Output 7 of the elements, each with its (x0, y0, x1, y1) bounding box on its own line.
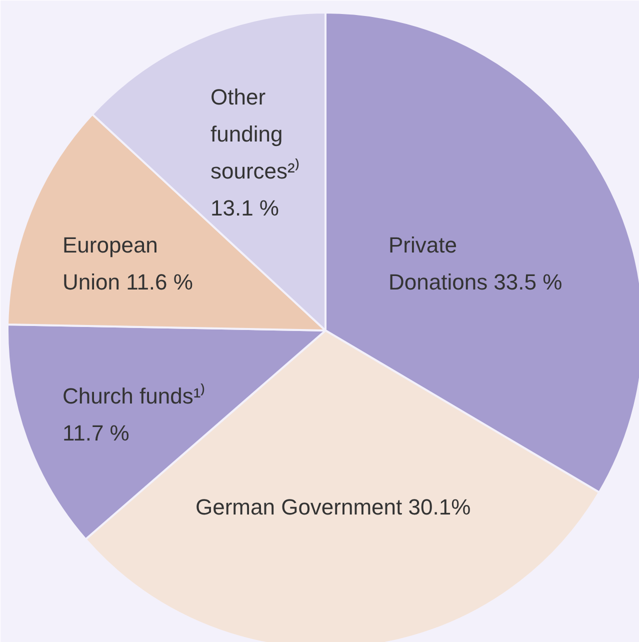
slice-label: Private Donations 33.5 % (388, 232, 562, 294)
slice-label: European Union 11.6 % (62, 232, 193, 294)
slice-label: German Government 30.1% (196, 494, 471, 520)
data-label: 13.1 % (210, 196, 279, 220)
data-label: 11.7 % (62, 420, 130, 446)
slice-label: Church funds¹⁾ (62, 384, 206, 408)
slice-label: Other funding sources²⁾ (210, 84, 300, 184)
